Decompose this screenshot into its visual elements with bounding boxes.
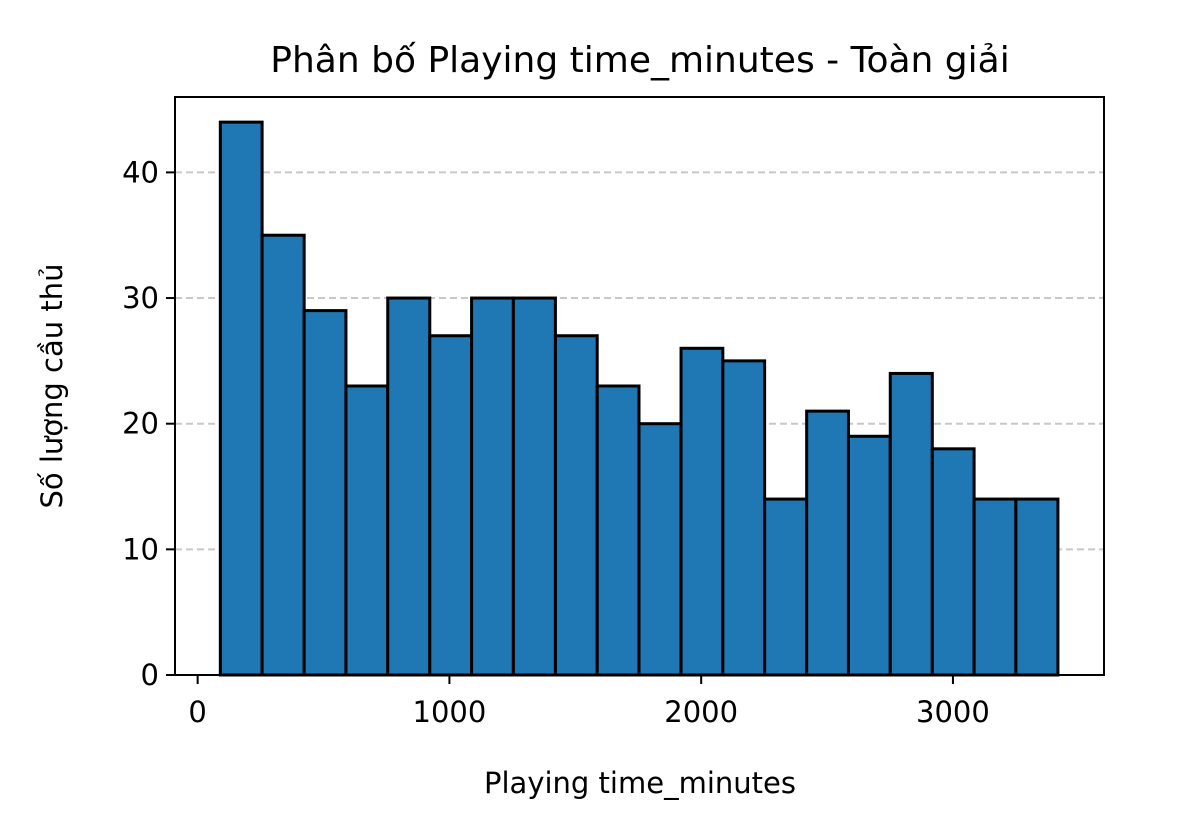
x-tick-label: 1000: [413, 695, 487, 729]
histogram-bar: [344, 384, 390, 677]
histogram-bar: [470, 296, 515, 677]
chart-title: Phân bố Playing time_minutes - Toàn giải: [270, 40, 1009, 81]
histogram-bar: [805, 409, 850, 677]
y-tick-label: 30: [122, 281, 159, 315]
histogram-bar: [386, 296, 432, 677]
x-tick-label: 0: [188, 695, 206, 729]
plot-frame: [174, 96, 1105, 676]
x-tick-label: 2000: [664, 695, 738, 729]
histogram-bar: [637, 422, 683, 677]
histogram-bar: [846, 434, 892, 677]
histogram-bar: [302, 309, 348, 677]
x-tick-label: 3000: [916, 695, 990, 729]
histogram-bar: [679, 346, 725, 677]
histogram-bar: [972, 497, 1018, 677]
histogram-bar: [428, 334, 474, 677]
histogram-bar: [511, 296, 557, 677]
histogram-bar: [721, 359, 767, 677]
y-tick-label: 0: [141, 658, 159, 692]
histogram-bar: [260, 233, 306, 677]
y-tick-label: 10: [122, 532, 159, 566]
y-tick-label: 40: [122, 155, 159, 189]
histogram-bar: [763, 497, 809, 677]
histogram-bar: [930, 447, 976, 677]
histogram-bar: [888, 371, 934, 677]
histogram-bar: [595, 384, 641, 677]
histogram-bar: [553, 334, 599, 677]
histogram-bars: [218, 120, 1060, 677]
y-axis-label: Số lượng cầu thủ: [35, 264, 69, 509]
y-axis-ticks: 0 10 20 30 40: [122, 155, 175, 692]
histogram-bar: [218, 120, 264, 677]
x-axis-label: Playing time_minutes: [484, 766, 796, 800]
histogram-bar: [1014, 497, 1060, 677]
y-tick-label: 20: [122, 407, 159, 441]
x-axis-ticks: 0 1000 2000 3000: [188, 675, 990, 729]
